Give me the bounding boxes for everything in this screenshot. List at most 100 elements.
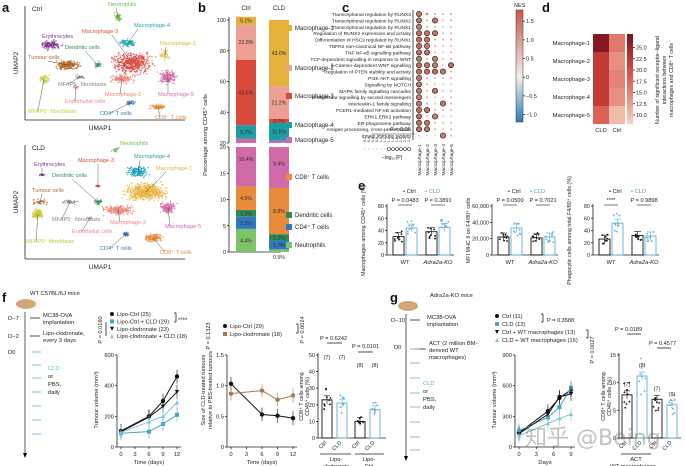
umap-point [123, 68, 125, 71]
umap-point [157, 236, 159, 239]
umap-point [129, 40, 131, 43]
f2-legend-marker [223, 332, 227, 336]
umap-point [133, 66, 136, 68]
umap-point [125, 56, 127, 58]
umap-point [115, 212, 117, 214]
umap-point [124, 65, 127, 67]
umap-point [115, 16, 117, 18]
data-point [640, 357, 642, 360]
c-row-label: PI3K AKT signalling [368, 76, 411, 82]
d-heatmap-cell [609, 70, 625, 88]
umap-point [126, 166, 129, 169]
c-column-label: Macrophage-5 [449, 144, 455, 176]
g1-xtick-label: 0 [517, 452, 520, 458]
umap-point [125, 103, 128, 105]
umap-point [136, 189, 139, 191]
umap-point [153, 64, 156, 67]
e1-ylabel: Macrophages among CD45⁺ cells (%) [361, 185, 367, 276]
umap-point [134, 189, 137, 192]
umap-point [166, 72, 168, 75]
c-dot [416, 87, 422, 94]
umap-point [159, 72, 161, 75]
umap-cluster-label: MFAP5⁻ fibroblasts [52, 217, 101, 223]
umap-point [118, 68, 120, 70]
c-dot [442, 38, 444, 41]
umap-point [162, 50, 164, 52]
umap-point [146, 182, 149, 184]
c-dot [424, 43, 430, 49]
umap-point [170, 207, 173, 209]
umap-point [145, 237, 147, 239]
data-point [323, 408, 326, 410]
umap-point [76, 74, 78, 76]
umap-point [32, 216, 34, 218]
umap-point [64, 200, 66, 202]
umap-title: Ctrl [32, 6, 43, 13]
c-dot [416, 126, 422, 133]
umap-point [121, 212, 124, 214]
umap-point [76, 63, 78, 66]
umap-cluster-label: Macrophage-5 [165, 224, 201, 230]
umap-point [165, 56, 167, 58]
data-point [652, 405, 655, 408]
f2-ytick-label: 0 [221, 445, 224, 451]
f-timeline-day: D−2 [8, 334, 19, 340]
data-point [324, 388, 327, 391]
umap-point [143, 58, 146, 60]
g1-legend-label: Ctrl + WT macrophages (13) [502, 330, 575, 336]
data-point [617, 222, 620, 225]
umap-point [124, 208, 127, 211]
umap-point [150, 235, 152, 237]
c-dot [432, 30, 438, 37]
umap-ylabel: UMAP2 [13, 190, 20, 213]
umap-point [162, 209, 164, 211]
e3-ytick-label: 20 [584, 241, 590, 247]
umap-point [48, 74, 50, 76]
b-legend-label: Neutrophils [295, 243, 325, 249]
g-treatment-text: CLD [423, 381, 435, 387]
umap-point [130, 58, 133, 60]
data-point [626, 388, 628, 391]
umap-point [125, 210, 127, 212]
umap-point [138, 57, 141, 60]
umap-point [128, 100, 131, 102]
f2-marker [259, 412, 265, 417]
g1-ylabel: Tumour volume (mm³) [492, 371, 498, 428]
umap-point [115, 214, 117, 216]
umap-point [112, 58, 114, 60]
umap-point [169, 71, 171, 74]
umap-point [145, 238, 147, 241]
g-timeline-day: D0 [394, 345, 401, 351]
umap-point [118, 77, 120, 79]
data-point [612, 214, 615, 217]
umap-point [111, 56, 113, 58]
umap-point [139, 72, 142, 74]
g1-ytick-label: 300 [502, 414, 512, 420]
umap-point [113, 66, 116, 69]
g-timeline-day: D−10 [391, 318, 405, 324]
umap-point [146, 185, 149, 187]
umap-point [116, 78, 118, 80]
umap-point [74, 75, 77, 77]
data-point [672, 407, 674, 410]
umap-cluster-label: CD8⁺ T cells [160, 249, 192, 256]
umap-point [143, 196, 145, 198]
b-legend-label: CD4⁺ T cells [295, 224, 329, 231]
f1-marker [175, 412, 179, 417]
e1-ytick-label: 0 [381, 253, 384, 259]
c-size-dot [391, 147, 395, 151]
umap-point [131, 44, 133, 47]
umap-point [52, 48, 54, 50]
umap-point [100, 201, 103, 203]
umap-point [50, 45, 52, 47]
c-dot [416, 43, 422, 49]
umap-point [42, 214, 44, 216]
c-dot [426, 134, 428, 137]
umap-point [165, 71, 167, 74]
umap-point [117, 17, 120, 19]
umap-point [98, 60, 100, 63]
umap-point [145, 52, 148, 55]
c-dot [426, 89, 428, 92]
f3-ytick-label: 40 [309, 370, 315, 376]
umap-point [156, 233, 158, 235]
